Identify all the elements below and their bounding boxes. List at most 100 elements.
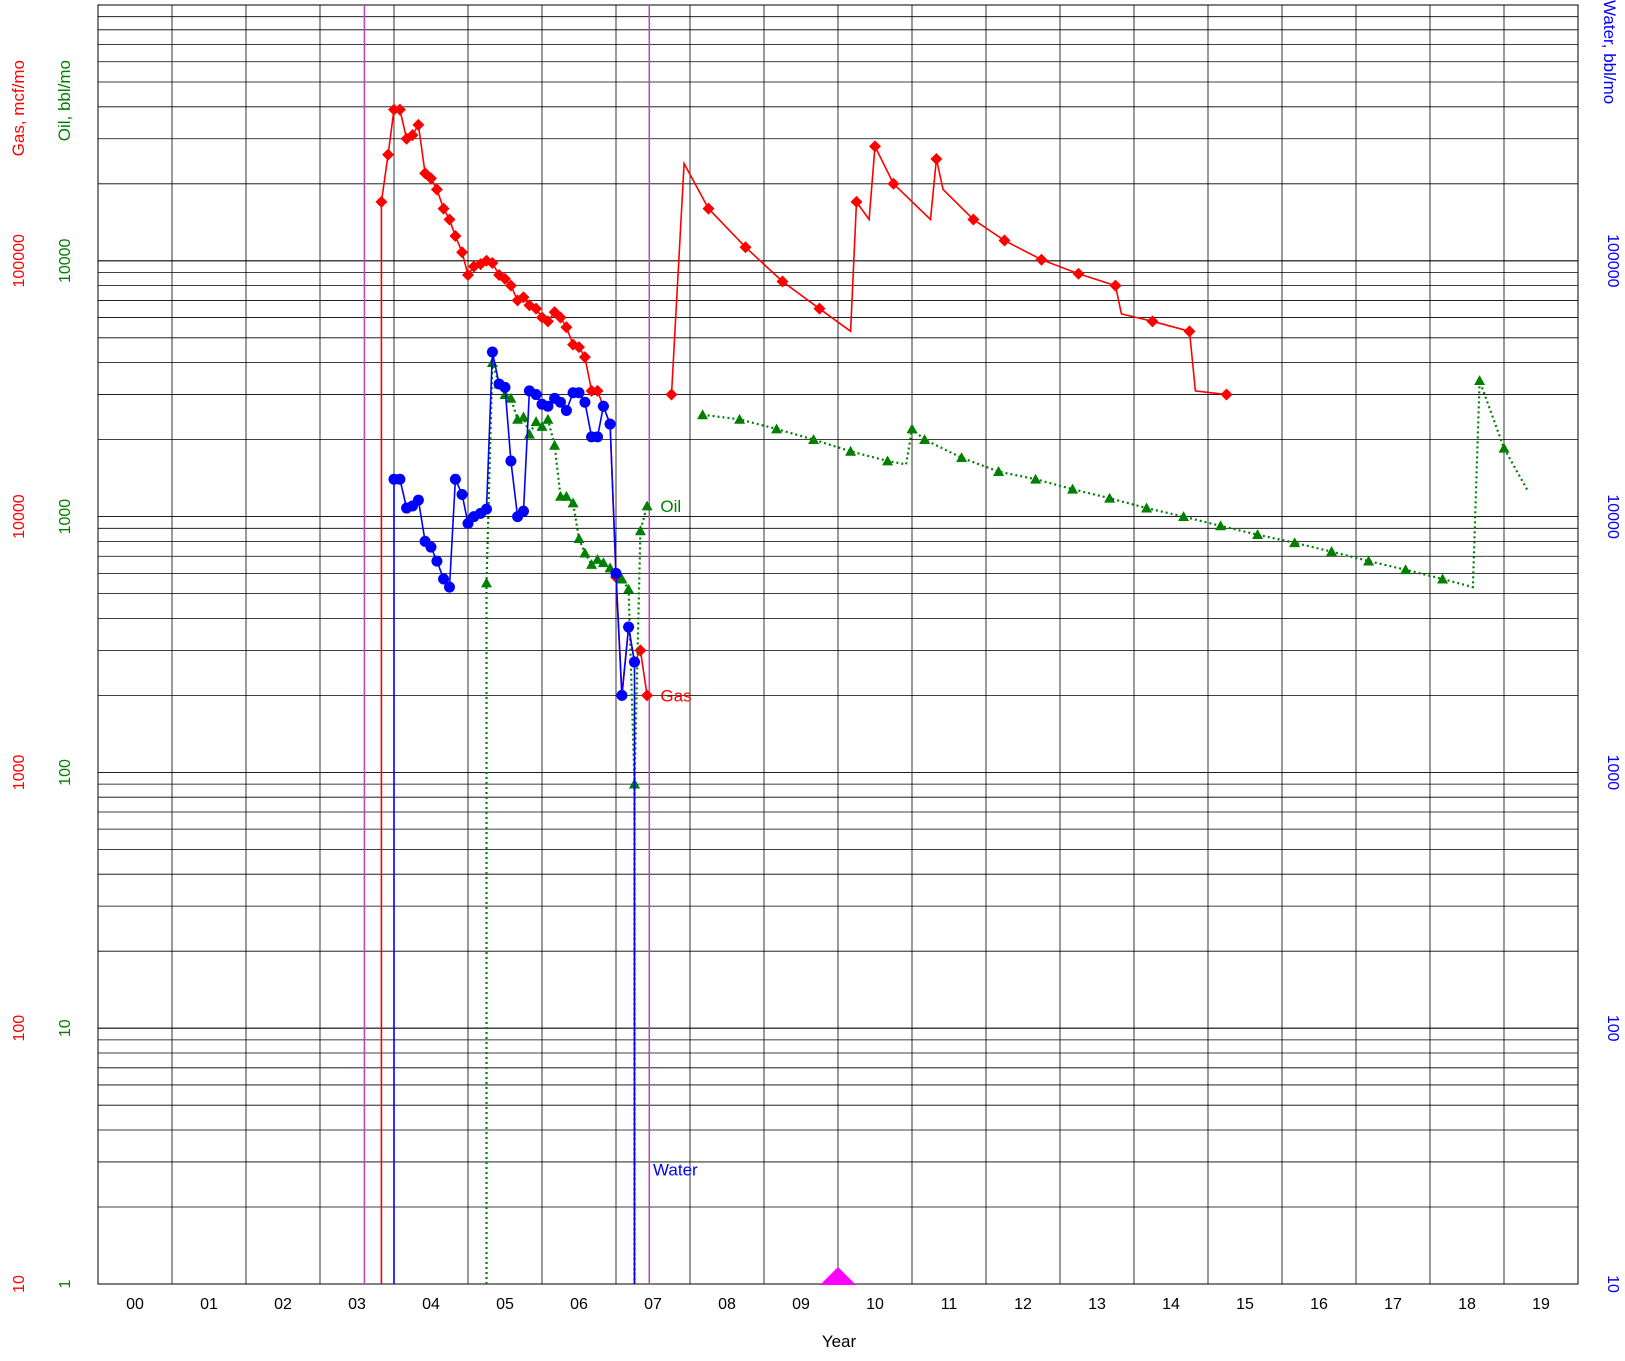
oil-point [1326, 546, 1338, 556]
oil-point [882, 455, 894, 466]
y-tick-label-water: 10 [1604, 1275, 1621, 1293]
oil-point [597, 557, 609, 568]
oil-point [623, 583, 635, 594]
water-point [592, 431, 603, 443]
series-group [375, 103, 1530, 1284]
gas-point [1035, 253, 1048, 266]
oil-point [560, 490, 572, 501]
y-axis-title-oil: Oil, bbl/mo [55, 60, 74, 141]
water-point [542, 400, 554, 412]
water-point [610, 567, 622, 579]
oil-point [518, 411, 529, 422]
x-tick-label: 09 [792, 1296, 810, 1313]
oil-point [505, 392, 517, 403]
water-point [444, 581, 455, 593]
water-point [412, 494, 424, 506]
oil-point [1363, 555, 1375, 566]
y-axis-title-water: Water, bbl/mo [1600, 0, 1619, 104]
x-tick-label: 05 [496, 1296, 514, 1313]
water-point [604, 418, 616, 430]
oil-point [573, 533, 585, 544]
oil-point [697, 409, 709, 420]
oil-point [616, 573, 628, 584]
x-tick-label: 13 [1088, 1296, 1106, 1313]
water-point [629, 656, 640, 668]
gas-point [499, 272, 511, 285]
gas-point [393, 103, 406, 116]
x-tick-label: 03 [348, 1296, 366, 1313]
gas-point [504, 279, 517, 292]
water-line [393, 351, 636, 1284]
gas-point [641, 689, 654, 702]
oil-point [956, 452, 968, 463]
gas-point [456, 246, 469, 259]
oil-point [993, 466, 1005, 476]
x-tick-label: 16 [1310, 1296, 1328, 1313]
gas-point [560, 321, 573, 334]
x-tick-label: 18 [1458, 1296, 1476, 1313]
gas-point [462, 269, 474, 282]
x-axis-title: Year [822, 1332, 857, 1351]
oil-point [536, 421, 548, 431]
oil-line [702, 380, 1530, 589]
oil-point [1215, 520, 1227, 531]
oil-point [1030, 473, 1042, 484]
gas-point [375, 195, 388, 208]
series-label-water: Water [653, 1161, 698, 1180]
y-tick-label-gas: 10000 [11, 494, 28, 539]
oil-point [1498, 442, 1510, 453]
gas-point [813, 302, 826, 315]
gas-point [776, 275, 789, 288]
gas-point [634, 644, 647, 657]
x-tick-label: 15 [1236, 1296, 1254, 1313]
oil-point [567, 497, 579, 508]
water-point [449, 473, 461, 485]
water-point [499, 381, 511, 393]
gas-point [665, 388, 678, 401]
gas-point [850, 195, 863, 208]
oil-point [579, 547, 591, 558]
gas-point [554, 311, 567, 324]
oil-point [592, 553, 603, 564]
gas-point [541, 315, 554, 328]
oil-point [919, 434, 931, 444]
x-tick-label: 19 [1532, 1296, 1550, 1313]
gas-point [530, 302, 543, 315]
y-axis-title-gas: Gas, mcf/mo [9, 60, 28, 156]
water-point [597, 400, 609, 412]
gas-point [425, 172, 437, 185]
event-marker [820, 1267, 856, 1285]
water-point [616, 689, 628, 701]
gas-point [998, 234, 1011, 247]
series-label-oil: Oil [660, 497, 681, 516]
oil-point [734, 413, 746, 424]
gas-point [1072, 267, 1085, 280]
water-point [623, 621, 635, 633]
x-tick-label: 12 [1014, 1296, 1032, 1313]
water-point [573, 387, 585, 399]
series-label-gas: Gas [660, 686, 691, 705]
gas-line [670, 143, 1227, 396]
series-gas-1 [665, 140, 1233, 401]
water-point [579, 396, 591, 408]
water-point [555, 396, 566, 408]
y-tick-label-gas: 100000 [11, 234, 28, 287]
water-point [456, 489, 468, 501]
oil-point [1104, 492, 1116, 503]
oil-point [523, 428, 535, 439]
oil-point [1252, 529, 1264, 540]
water-point [394, 473, 406, 485]
gas-point [869, 140, 881, 153]
gas-point [517, 291, 530, 304]
oil-point [906, 423, 918, 434]
x-tick-label: 10 [866, 1296, 884, 1313]
oil-line [485, 362, 649, 1284]
y-tick-label-gas: 100 [11, 1015, 28, 1042]
oil-point [481, 577, 492, 588]
series-oil-3 [697, 375, 1530, 589]
water-point [425, 541, 437, 553]
series-gas-0 [375, 103, 654, 1284]
axis-labels: Gas, mcf/mo Oil, bbl/mo Water, bbl/mo Ye… [9, 0, 1619, 1351]
gas-point [443, 213, 456, 226]
